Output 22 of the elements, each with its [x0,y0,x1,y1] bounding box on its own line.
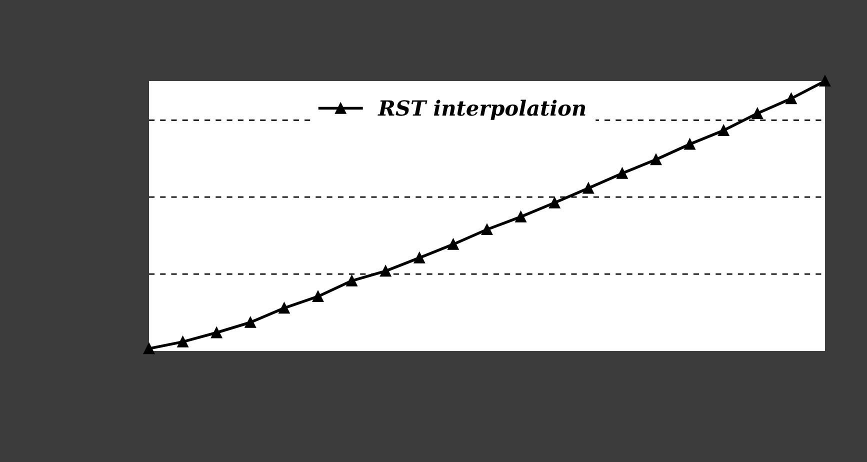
point [312,290,324,302]
point [177,336,188,348]
point [549,197,560,208]
point [616,168,628,179]
point [819,75,831,87]
point [718,124,730,136]
legend-label: RST interpolation [378,100,586,120]
point [278,302,290,314]
point [244,316,256,328]
point [481,224,493,236]
point [380,266,392,277]
point [786,92,797,104]
point [752,108,763,119]
point [143,343,155,354]
point [650,154,662,166]
point [582,182,594,194]
point [515,211,526,222]
point [684,138,696,150]
point [414,252,425,264]
point [448,238,459,250]
point [346,275,358,286]
point [211,327,222,338]
